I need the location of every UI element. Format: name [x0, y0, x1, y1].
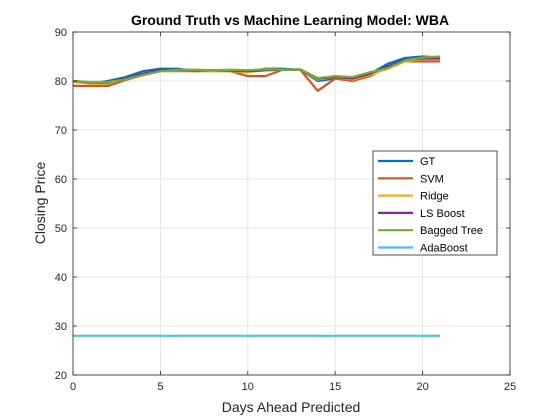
chart-title: Ground Truth vs Machine Learning Model: … [131, 12, 449, 28]
x-tick-label: 25 [504, 381, 516, 393]
x-tick-label: 10 [242, 381, 254, 393]
y-tick-label: 70 [55, 125, 67, 137]
y-tick-label: 50 [55, 223, 67, 235]
y-tick-label: 80 [55, 76, 67, 88]
series-line-bagged-tree [72, 55, 441, 84]
x-tick-label: 5 [157, 381, 163, 393]
y-tick-label: 20 [55, 370, 67, 382]
legend-label-ridge: Ridge [420, 191, 449, 203]
legend-label-svm: SVM [420, 173, 444, 185]
series-lines [72, 55, 441, 337]
y-tick-label: 30 [55, 321, 67, 333]
y-tick-label: 90 [55, 27, 67, 39]
legend-box [372, 150, 498, 256]
x-axis-label: Days Ahead Predicted [222, 399, 361, 415]
legend-label-ls-boost: LS Boost [420, 208, 465, 220]
y-axis-label: Closing Price [32, 162, 48, 245]
legend-label-gt: GT [420, 156, 436, 168]
y-tick-label: 40 [55, 272, 67, 284]
plot-border [72, 31, 511, 376]
x-axis-ticks: 0 5 10 15 20 25 [70, 32, 516, 393]
legend-label-adaboost: AdaBoost [420, 243, 468, 255]
x-tick-label: 0 [70, 381, 76, 393]
y-tick-label: 60 [55, 174, 67, 186]
legend: GT SVM Ridge LS Boost Bagged Tree AdaBoost [372, 150, 498, 256]
legend-label-bagged-tree: Bagged Tree [420, 225, 483, 237]
y-axis-ticks: 20 30 40 50 60 70 80 90 [55, 27, 510, 382]
x-tick-label: 20 [416, 381, 428, 393]
x-tick-label: 15 [329, 381, 341, 393]
